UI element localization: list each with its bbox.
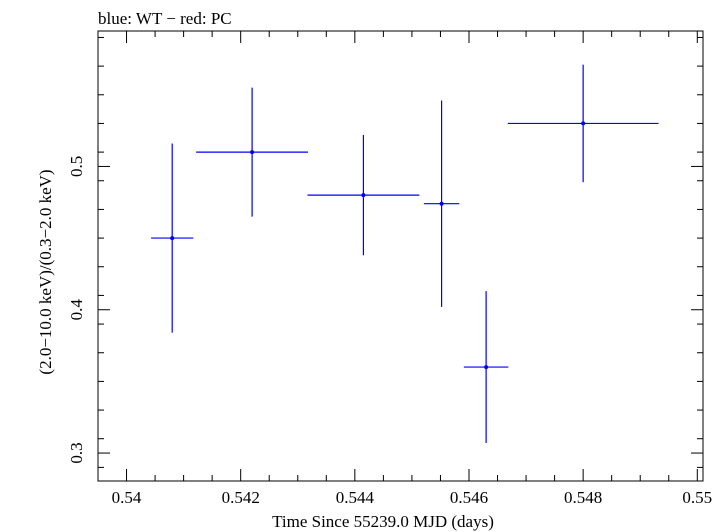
- y-axis: 0.3 0.4 0.5: [67, 36, 703, 468]
- point-marker: [581, 121, 586, 126]
- y-tick-label: 0.4: [67, 299, 86, 321]
- x-tick-label: 0.546: [450, 488, 488, 507]
- point-marker: [361, 193, 366, 198]
- x-tick-label: 0.548: [564, 488, 602, 507]
- plot-frame: [97, 30, 704, 482]
- data-point: [507, 64, 659, 183]
- chart-title: blue: WT − red: PC: [98, 9, 232, 28]
- point-marker: [484, 365, 489, 370]
- y-tick-label: 0.3: [67, 442, 86, 463]
- data-point: [151, 143, 194, 333]
- data-point: [307, 134, 420, 256]
- x-axis: 0.54 0.542 0.544 0.546 0.548 0.55: [97, 31, 712, 507]
- y-tick-label: 0.5: [67, 156, 86, 177]
- data-point: [423, 100, 460, 307]
- point-marker: [250, 150, 255, 155]
- x-tick-label: 0.54: [112, 488, 142, 507]
- x-tick-label: 0.55: [682, 488, 712, 507]
- data-point: [196, 87, 309, 217]
- point-marker: [439, 201, 444, 206]
- point-marker: [170, 236, 175, 241]
- data-series: [151, 64, 659, 444]
- x-tick-label: 0.544: [336, 488, 375, 507]
- y-axis-label: (2.0−10.0 keV)/(0.3−2.0 keV): [36, 169, 55, 374]
- x-axis-label: Time Since 55239.0 MJD (days): [272, 512, 494, 531]
- data-point: [463, 291, 509, 444]
- x-tick-label: 0.542: [222, 488, 260, 507]
